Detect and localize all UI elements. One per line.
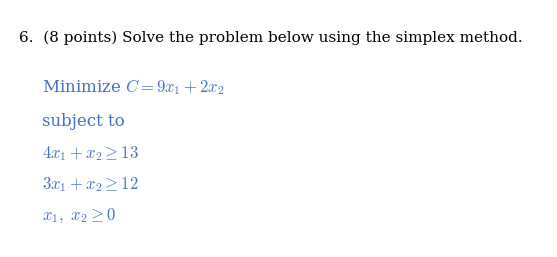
Text: 6.  (8 points) Solve the problem below using the simplex method.: 6. (8 points) Solve the problem below us… — [19, 31, 523, 45]
Text: $x_1, \ x_2 \geq 0$: $x_1, \ x_2 \geq 0$ — [42, 206, 115, 225]
Text: $3x_1 + x_2 \geq 12$: $3x_1 + x_2 \geq 12$ — [42, 175, 138, 194]
Text: Minimize $C = 9x_1 + 2x_2$: Minimize $C = 9x_1 + 2x_2$ — [42, 77, 224, 97]
Text: subject to: subject to — [42, 113, 125, 130]
Text: $4x_1 + x_2 \geq 13$: $4x_1 + x_2 \geq 13$ — [42, 144, 139, 163]
